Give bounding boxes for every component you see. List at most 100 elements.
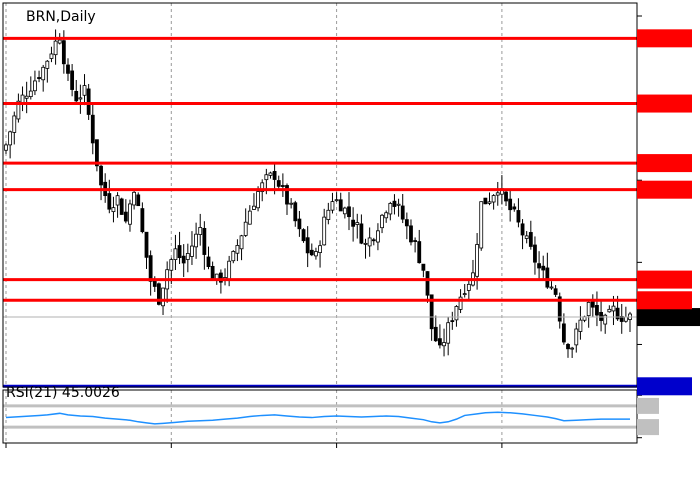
candle-body	[611, 305, 616, 312]
candle-body	[33, 80, 37, 92]
candle-body	[355, 222, 360, 225]
candle-body	[421, 263, 426, 271]
candle-body	[247, 210, 252, 225]
candle-body	[363, 242, 368, 245]
candle-body	[566, 344, 570, 350]
candle-body	[206, 256, 211, 267]
candle-body	[239, 235, 244, 250]
candle-body	[442, 342, 446, 347]
candle-body	[157, 283, 161, 305]
candle-body	[400, 205, 405, 220]
candle-body	[285, 185, 289, 205]
candle-body	[429, 294, 434, 330]
candle-body	[49, 53, 54, 59]
candle-body	[161, 287, 165, 307]
candle-body	[4, 144, 8, 151]
candle-body	[475, 244, 479, 277]
level-label-box	[637, 291, 692, 310]
candle-body	[8, 131, 13, 146]
candle-body	[276, 180, 281, 187]
candle-body	[268, 172, 273, 176]
candle-body	[334, 199, 339, 202]
candle-body	[388, 203, 393, 215]
candle-body	[578, 319, 583, 332]
candle-body	[148, 255, 153, 282]
candle-body	[446, 322, 451, 344]
candle-body	[623, 316, 628, 322]
candle-body	[264, 174, 269, 181]
candle-body	[140, 208, 145, 233]
candle-body	[512, 206, 517, 210]
candle-body	[603, 314, 608, 325]
candle-body	[586, 301, 591, 317]
candle-body	[173, 248, 178, 260]
candle-body	[123, 211, 128, 222]
candle-body	[347, 206, 351, 218]
candle-body	[185, 253, 190, 260]
candle-body	[16, 100, 21, 120]
candle-body	[78, 97, 83, 100]
candle-body	[483, 197, 488, 205]
candle-body	[607, 308, 612, 313]
candle-body	[260, 182, 265, 192]
candle-body	[495, 192, 500, 196]
candle-body	[528, 232, 533, 247]
candle-body	[314, 251, 318, 257]
candle-body	[342, 207, 347, 215]
candle-body	[301, 229, 306, 242]
candle-body	[595, 304, 599, 316]
rsi-series-line	[5, 411, 630, 425]
candle-body	[252, 205, 256, 210]
candle-body	[545, 267, 550, 288]
candle-body	[218, 272, 223, 283]
candle-body	[66, 64, 70, 74]
rsi-band-box	[637, 397, 659, 414]
candle-body	[57, 39, 62, 44]
candle-body	[615, 307, 620, 320]
candle-body	[491, 195, 496, 203]
candle-body	[181, 255, 186, 264]
candle-body	[70, 70, 75, 90]
candle-body	[74, 90, 79, 102]
candle-body	[107, 193, 112, 210]
candle-body	[557, 296, 562, 322]
candle-body	[243, 221, 248, 236]
candle-body	[95, 139, 99, 167]
level-label-box	[637, 94, 692, 113]
candle-body	[86, 88, 91, 115]
candle-body	[371, 239, 376, 242]
candle-body	[99, 165, 103, 186]
rsi-band-box	[637, 419, 659, 436]
candle-body	[119, 198, 124, 215]
candle-body	[396, 203, 401, 206]
candle-body	[541, 265, 546, 271]
candle-body	[537, 263, 541, 269]
candle-body	[487, 201, 492, 204]
rsi-grid	[3, 390, 637, 443]
candle-body	[177, 245, 182, 259]
candle-body	[297, 218, 302, 230]
candle-body	[553, 288, 558, 295]
rsi-title: RSI(21) 45.0026	[6, 385, 120, 401]
candle-body	[433, 326, 438, 342]
candle-body	[322, 216, 327, 246]
candle-body	[599, 311, 603, 321]
candle-body	[24, 95, 29, 99]
candle-body	[504, 191, 508, 202]
candle-body	[367, 237, 372, 247]
candle-body	[330, 201, 335, 211]
candle-body	[413, 240, 418, 242]
candle-body	[619, 316, 624, 322]
candle-body	[115, 195, 120, 206]
level-lines	[3, 36, 637, 388]
candles	[4, 29, 632, 358]
level-label-box	[637, 377, 692, 396]
candle-body	[462, 293, 467, 296]
candle-body	[280, 185, 285, 187]
candle-body	[152, 279, 157, 287]
candle-body	[458, 296, 463, 310]
candle-body	[404, 219, 409, 227]
chart-title: BRN,Daily	[26, 9, 96, 25]
candle-body	[111, 207, 116, 213]
